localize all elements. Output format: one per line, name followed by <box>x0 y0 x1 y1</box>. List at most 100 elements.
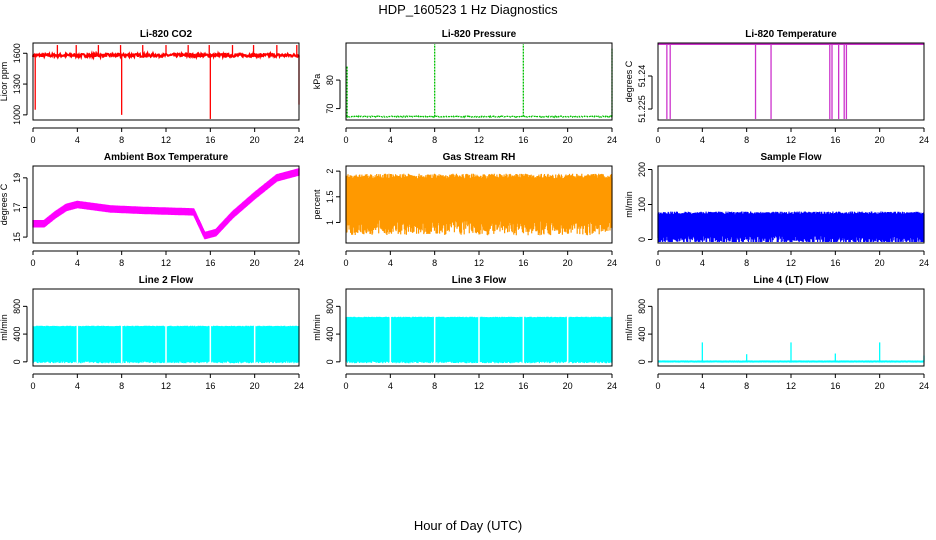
plot-frame <box>32 288 300 367</box>
x-tick-label: 24 <box>919 135 929 145</box>
y-tick-label: 400 <box>637 327 647 342</box>
y-tick-label: 1300 <box>12 74 22 94</box>
plot-frame <box>345 165 613 244</box>
x-tick-label: 16 <box>205 135 215 145</box>
plot-frame <box>32 165 300 244</box>
x-axis: 0 4 8 12 16 20 24 <box>30 250 304 268</box>
x-tick-label: 24 <box>919 381 929 391</box>
panel-title: Line 4 (LT) Flow <box>753 275 829 286</box>
y-axis-label: ml/min <box>624 314 634 341</box>
y-tick-label: 80 <box>325 75 335 85</box>
y-axis: 51.225 51.24 <box>637 65 653 123</box>
x-axis: 0 4 8 12 16 20 24 <box>343 127 617 145</box>
x-tick-label: 4 <box>388 381 393 391</box>
series-band <box>345 173 613 236</box>
x-tick-label: 20 <box>250 258 260 268</box>
panel-title: Sample Flow <box>760 152 821 163</box>
y-axis: 1000 1300 1600 <box>12 43 28 125</box>
x-tick-label: 12 <box>786 135 796 145</box>
panel-box_temp: Ambient Box Temperature 0 4 8 12 16 20 24 15 17 19… <box>0 152 304 268</box>
y-tick-label: 1600 <box>12 43 22 63</box>
x-tick-label: 12 <box>786 258 796 268</box>
series-co2 <box>32 45 300 119</box>
panel-title: Line 2 Flow <box>139 275 194 286</box>
y-tick-label: 51.24 <box>637 65 647 88</box>
x-tick-label: 4 <box>388 135 393 145</box>
y-axis: 0 400 800 <box>325 299 341 364</box>
y-axis: 0 400 800 <box>637 299 653 364</box>
x-tick-label: 16 <box>518 381 528 391</box>
x-axis: 0 4 8 12 16 20 24 <box>343 250 617 268</box>
panel-title: Li-820 Pressure <box>442 29 517 40</box>
series-line4 <box>657 342 925 363</box>
x-tick-label: 0 <box>343 381 348 391</box>
x-tick-label: 4 <box>75 258 80 268</box>
x-axis-label: Hour of Day (UTC) <box>413 518 523 533</box>
y-tick-label: 2 <box>325 169 335 174</box>
y-tick-label: 800 <box>325 299 335 314</box>
panel-licor_temp: Li-820 Temperature 0 4 8 12 16 20 24 51.225 51.24… <box>624 29 929 145</box>
x-tick-label: 16 <box>830 135 840 145</box>
x-tick-label: 0 <box>655 381 660 391</box>
x-tick-label: 16 <box>205 381 215 391</box>
x-tick-label: 8 <box>432 258 437 268</box>
series-licor_temp <box>658 43 924 119</box>
x-tick-label: 0 <box>343 258 348 268</box>
panel-title: Gas Stream RH <box>443 152 516 163</box>
x-tick-label: 24 <box>607 135 617 145</box>
x-tick-label: 4 <box>700 135 705 145</box>
panel-title: Ambient Box Temperature <box>104 152 229 163</box>
series-line2 <box>32 323 300 364</box>
y-tick-label: 1000 <box>12 105 22 125</box>
x-tick-label: 8 <box>432 135 437 145</box>
plot-frame <box>657 288 925 367</box>
panel-title: Line 3 Flow <box>452 275 507 286</box>
series-pressure <box>345 44 613 119</box>
x-tick-label: 20 <box>563 381 573 391</box>
x-tick-label: 0 <box>655 135 660 145</box>
x-tick-label: 8 <box>119 381 124 391</box>
x-tick-label: 8 <box>432 381 437 391</box>
panel-sample_flow: Sample Flow 0 4 8 12 16 20 24 0 100 200 ml/min <box>624 152 929 268</box>
y-tick-label: 0 <box>637 359 647 364</box>
x-tick-label: 12 <box>474 381 484 391</box>
x-tick-label: 12 <box>161 381 171 391</box>
x-tick-label: 12 <box>161 258 171 268</box>
y-axis-label: ml/min <box>0 314 9 341</box>
plot-frame <box>345 42 613 121</box>
x-tick-label: 4 <box>700 258 705 268</box>
x-axis: 0 4 8 12 16 20 24 <box>655 373 929 391</box>
y-axis-label: percent <box>312 189 322 220</box>
x-tick-label: 24 <box>294 381 304 391</box>
plot-frame <box>657 165 925 244</box>
x-tick-label: 12 <box>161 135 171 145</box>
y-axis-label: kPa <box>312 74 322 90</box>
x-tick-label: 4 <box>700 381 705 391</box>
x-tick-label: 20 <box>250 135 260 145</box>
x-tick-label: 20 <box>563 135 573 145</box>
x-tick-label: 20 <box>875 135 885 145</box>
x-tick-label: 16 <box>518 258 528 268</box>
y-tick-label: 1 <box>325 220 335 225</box>
x-tick-label: 20 <box>563 258 573 268</box>
y-axis: 70 80 <box>325 75 341 114</box>
x-tick-label: 24 <box>607 381 617 391</box>
x-tick-label: 20 <box>875 381 885 391</box>
series-line <box>345 114 613 119</box>
x-axis: 0 4 8 12 16 20 24 <box>655 127 929 145</box>
x-tick-label: 0 <box>655 258 660 268</box>
x-axis: 0 4 8 12 16 20 24 <box>655 250 929 268</box>
x-tick-label: 0 <box>30 258 35 268</box>
x-tick-label: 20 <box>250 381 260 391</box>
x-tick-label: 0 <box>343 135 348 145</box>
x-tick-label: 16 <box>205 258 215 268</box>
x-tick-label: 4 <box>75 381 80 391</box>
y-tick-label: 1.5 <box>325 191 335 204</box>
x-tick-label: 8 <box>744 258 749 268</box>
y-axis: 15 17 19 <box>12 173 28 242</box>
